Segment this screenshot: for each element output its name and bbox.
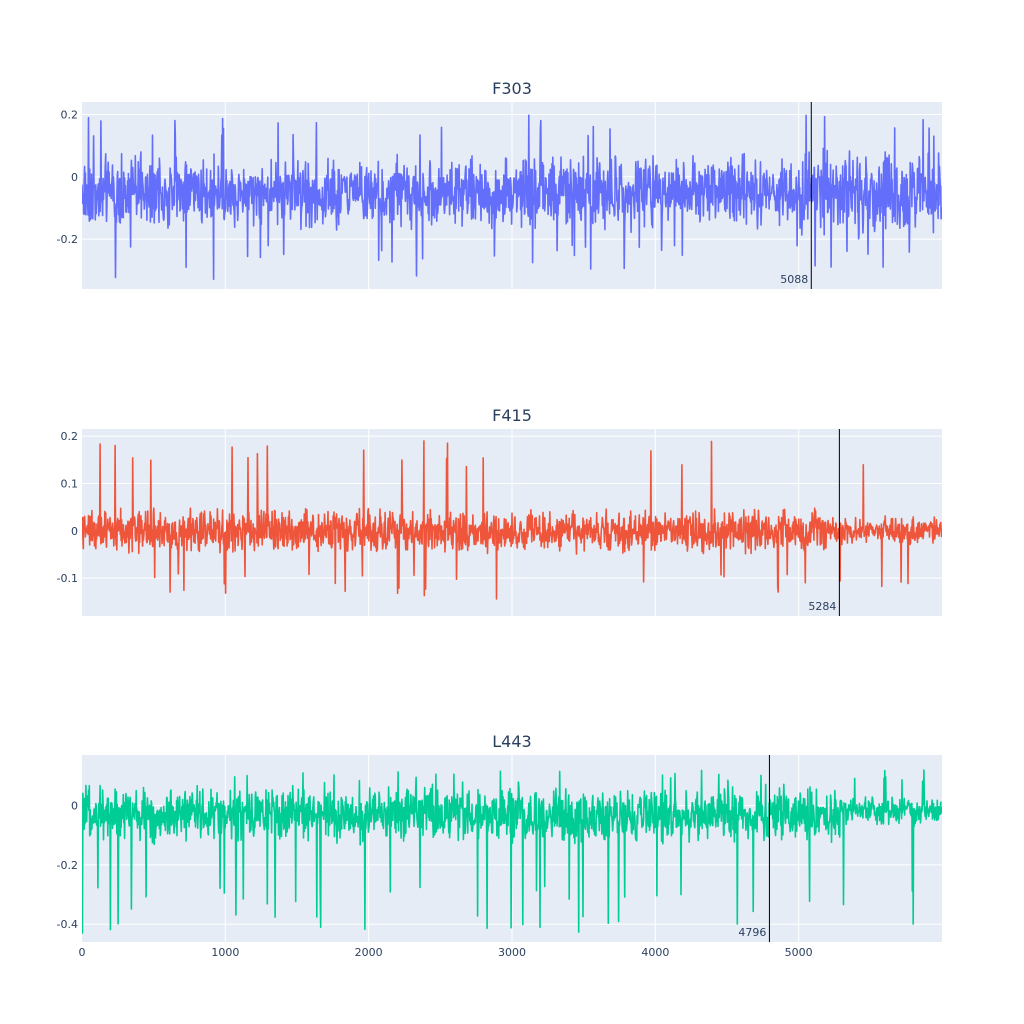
y-tick-label: -0.2 [57,859,78,872]
marker-label: 5088 [780,273,808,286]
x-tick-label: 2000 [355,946,383,959]
y-tick-label: 0 [71,171,78,184]
subplot-title: F415 [492,406,532,425]
y-tick-label: -0.2 [57,233,78,246]
y-tick-label: 0 [71,525,78,538]
y-tick-label: 0.2 [61,430,79,443]
marker-label: 5284 [808,600,836,613]
y-tick-label: -0.4 [57,918,78,931]
subplot-f415: 5284 F415 0.2 0.1 0 -0.1 [57,406,942,616]
x-tick-label: 4000 [641,946,669,959]
series-line [82,440,942,600]
subplot-f303: 5088 F303 0.2 0 -0.2 [57,79,942,289]
y-tick-label: -0.1 [57,572,78,585]
x-tick-label: 0 [79,946,86,959]
series-line [82,769,942,934]
y-tick-label: 0 [71,799,78,812]
subplot-panels: 5088 F303 0.2 0 -0.2 5284 F415 0.2 0.1 0 -0.1 4796 L… [57,79,942,959]
subplot-title: L443 [492,732,531,751]
marker-label: 4796 [738,926,766,939]
x-tick-label: 3000 [498,946,526,959]
y-tick-label: 0.1 [61,477,79,490]
x-tick-label: 1000 [211,946,239,959]
subplot-title: F303 [492,79,532,98]
subplot-l443: 4796 L443 0 -0.2 -0.4 0 1000 2000 3000 4000 5000 [57,732,942,959]
x-tick-label: 5000 [785,946,813,959]
series-line [82,114,942,280]
y-tick-label: 0.2 [61,108,79,121]
